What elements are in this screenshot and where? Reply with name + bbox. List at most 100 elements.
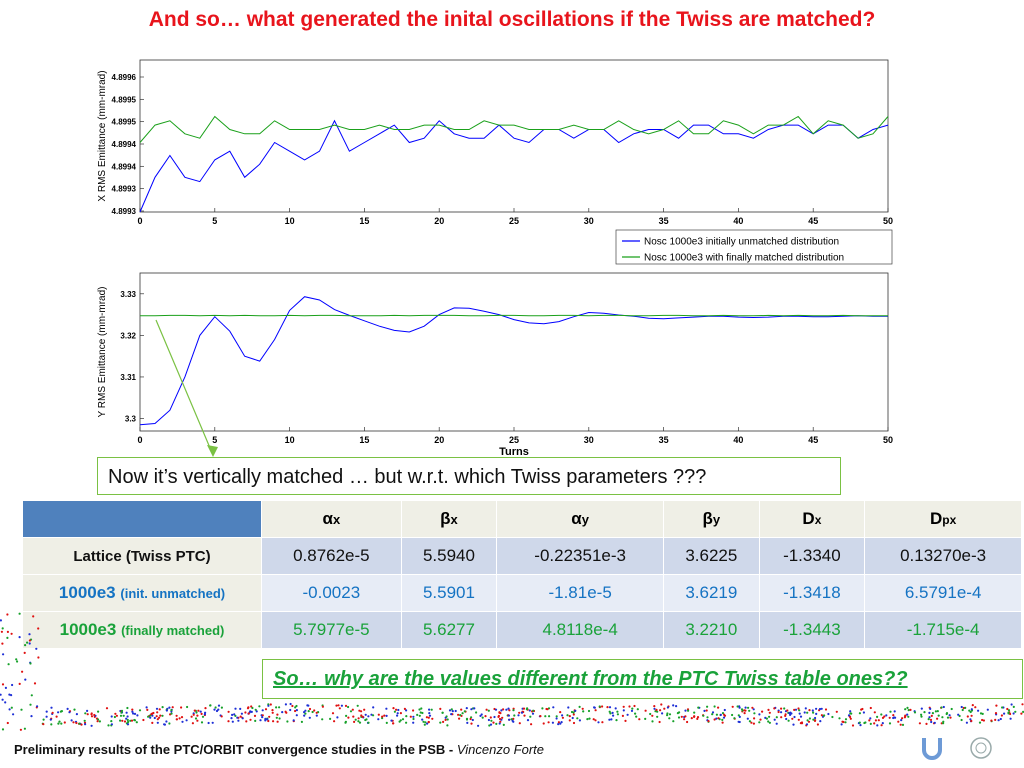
particle-dot [851,724,855,727]
particle-dot [351,708,354,711]
particle-dot [191,722,194,725]
particle-dot [90,724,93,727]
particle-dot [498,717,502,721]
particle-dot [300,720,303,723]
header-alpha-x: αx [261,500,402,538]
particle-dot [653,705,656,708]
particle-dot [409,715,412,718]
particle-dot [234,707,237,710]
x-tick-label: 45 [808,216,818,226]
particle-dot [616,710,619,713]
particle-dot [767,708,770,711]
table-cell: -1.3418 [758,574,866,612]
particle-dot [489,716,492,719]
particle-dot [367,715,370,718]
row-label-matched: 1000e3 (finally matched) [22,611,262,649]
particle-dot [268,715,271,718]
particle-dot [175,714,178,717]
particle-dot [574,709,577,712]
particle-dot [8,693,11,696]
particle-dot [217,704,221,707]
particle-dot [420,707,423,710]
particle-dot [995,704,998,707]
particle-dot [249,710,252,713]
particle-dot [628,705,631,708]
particle-dot [29,662,32,665]
row-label-unmatched: 1000e3 (init. unmatched) [22,574,262,612]
particle-dot [422,720,425,723]
particle-dot [840,723,843,726]
particle-dot [454,709,457,713]
particle-dot [499,720,502,723]
particle-dot [321,718,324,721]
particle-dot [267,704,270,707]
particle-dot [146,708,149,711]
particle-dot [893,710,896,713]
particle-dot [937,714,940,717]
particle-dot [783,707,786,710]
particle-dot [344,704,348,707]
particle-dot [75,713,78,716]
particle-dot [55,715,58,718]
particle-dot [907,709,910,712]
particle-dot [555,717,558,720]
particle-dot [215,709,219,713]
particle-dot [968,709,971,712]
particle-dot [114,712,117,715]
table-cell: 4.8118e-4 [496,611,665,649]
particle-dot [859,724,862,727]
table-header-row: αx βx αy βy Dx Dpx [22,500,1022,538]
particle-dot [245,720,248,723]
particle-dot [621,714,625,717]
particle-dot [548,715,551,718]
particle-dot [278,706,281,709]
particle-dot [315,711,318,714]
y-axis-label: X RMS Emittance (mm-mrad) [97,70,108,201]
particle-dot [969,718,972,721]
particle-dot [194,717,198,720]
particle-dot [759,718,762,721]
particle-dot [129,719,132,722]
particle-dot [598,705,601,708]
particle-dot [97,718,100,721]
particle-dot [155,707,159,710]
particle-dot [136,714,139,717]
particle-dot [722,716,726,719]
particle-dot [863,721,866,725]
particle-dot [630,709,634,712]
particle-dot [578,719,582,722]
particle-dot [653,707,656,710]
particle-dot [841,720,844,723]
particle-dot [811,709,814,712]
particle-dot [581,707,584,710]
particle-dot [971,704,974,707]
particle-dot [30,715,33,718]
particle-dot [395,708,398,711]
particle-dot [970,719,973,723]
particle-dot [372,706,375,709]
particle-dot [622,709,625,712]
particle-dot [1,653,5,656]
particle-dot [363,708,366,711]
table-cell: -1.3443 [758,611,866,649]
particle-dot [0,693,2,696]
particle-dot [335,704,338,707]
particle-dot [1020,712,1023,715]
particle-dot [768,715,771,718]
particle-dot [381,715,384,718]
particle-dot [528,709,531,712]
particle-dot [507,714,510,717]
question-box: So… why are the values different from th… [262,659,1023,699]
particle-dot [96,720,99,723]
particle-dot [557,721,561,724]
particle-dot [920,715,923,718]
particle-dot [758,721,761,724]
particle-dot [835,710,838,713]
particle-dot [687,709,690,712]
particle-dot [196,714,199,717]
particle-dot [90,712,93,715]
particle-dot [465,717,469,720]
particle-dot [289,702,292,706]
particle-dot [377,713,380,716]
particle-dot [6,636,9,639]
